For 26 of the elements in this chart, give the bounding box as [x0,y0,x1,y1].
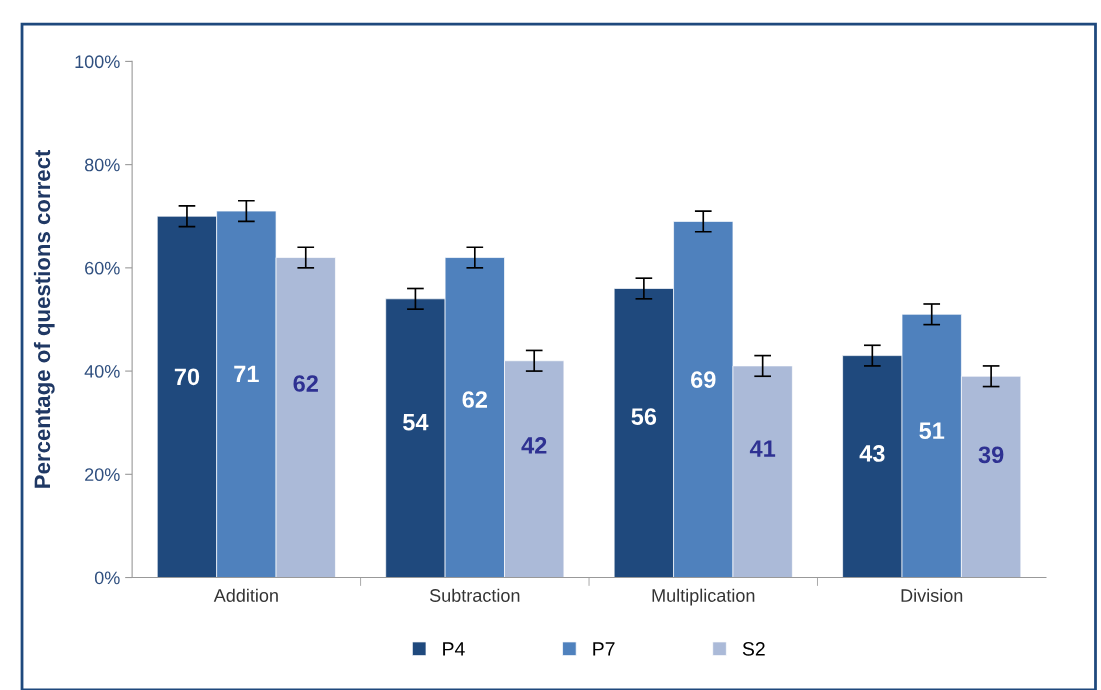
data-label: 42 [521,437,547,454]
data-label: 71 [234,365,259,383]
legend-label: P7 [593,642,615,656]
data-label: 51 [919,422,945,440]
data-label: 62 [462,391,487,408]
y-tick-label: 0% [94,571,120,585]
legend-label: P4 [443,642,465,656]
x-tick-label: Multiplication [652,588,755,606]
x-tick-label: Division [901,588,963,602]
x-tick-label: Addition [213,588,278,602]
y-axis-title: Percentage of questions correct [33,149,55,488]
legend-label: S2 [742,641,765,656]
y-tick-label: 60% [85,261,120,275]
data-label: 62 [293,375,318,392]
data-label: 54 [403,414,429,431]
y-tick-label: 80% [84,158,120,172]
data-label: 41 [749,440,776,457]
x-tick-label: Subtraction [429,588,520,602]
data-label: 70 [174,368,200,386]
data-label: 69 [691,371,716,388]
y-tick-label: 20% [85,468,120,482]
data-label: 43 [859,445,885,462]
y-tick-label: 100% [75,55,120,69]
data-label: 39 [978,446,1004,464]
data-label: 56 [631,408,657,425]
y-tick-label: 40% [84,365,120,378]
